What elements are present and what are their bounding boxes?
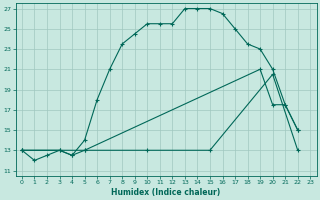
X-axis label: Humidex (Indice chaleur): Humidex (Indice chaleur)	[111, 188, 221, 197]
